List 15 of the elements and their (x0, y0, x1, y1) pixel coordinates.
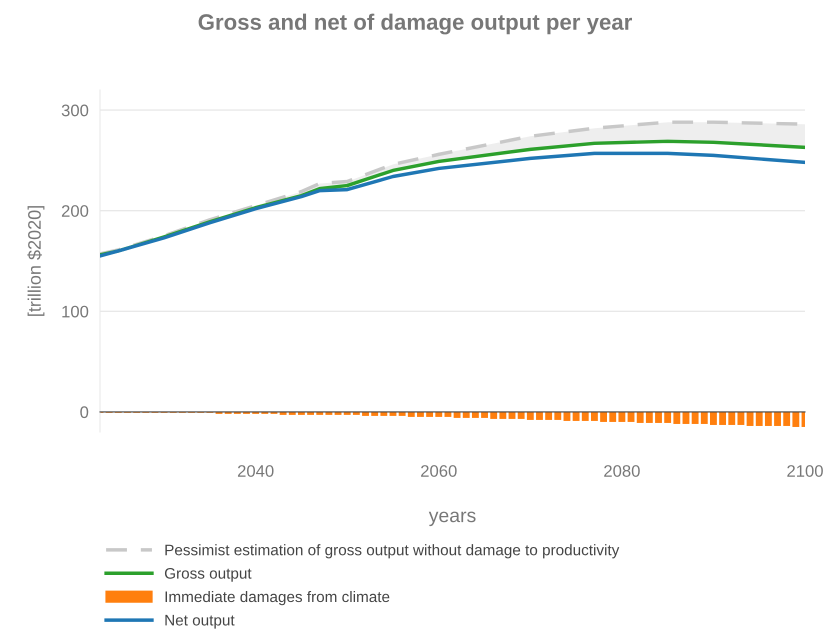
legend-label: Gross output (164, 568, 252, 582)
y-tick-label: 300 (62, 104, 88, 116)
x-tick-label: 2040 (238, 465, 274, 477)
y-tick-label: 100 (62, 306, 88, 318)
legend-label: Pessimist estimation of gross output without damage to productivity (165, 544, 620, 558)
legend-label: Net output (165, 614, 235, 629)
x-tick-label: 2080 (604, 465, 640, 477)
y-tick-label: 0 (80, 406, 88, 418)
x-tick-label: 2100 (787, 465, 823, 477)
x-axis-title: years (428, 512, 476, 526)
y-axis-title: [trillion $2020] (27, 206, 44, 316)
y-tick-label: 200 (62, 205, 88, 217)
legend-label: Immediate damages from climate (166, 590, 390, 606)
chart-title: Gross and net of damage output per year (198, 14, 632, 34)
x-tick-label: 2060 (421, 465, 457, 477)
